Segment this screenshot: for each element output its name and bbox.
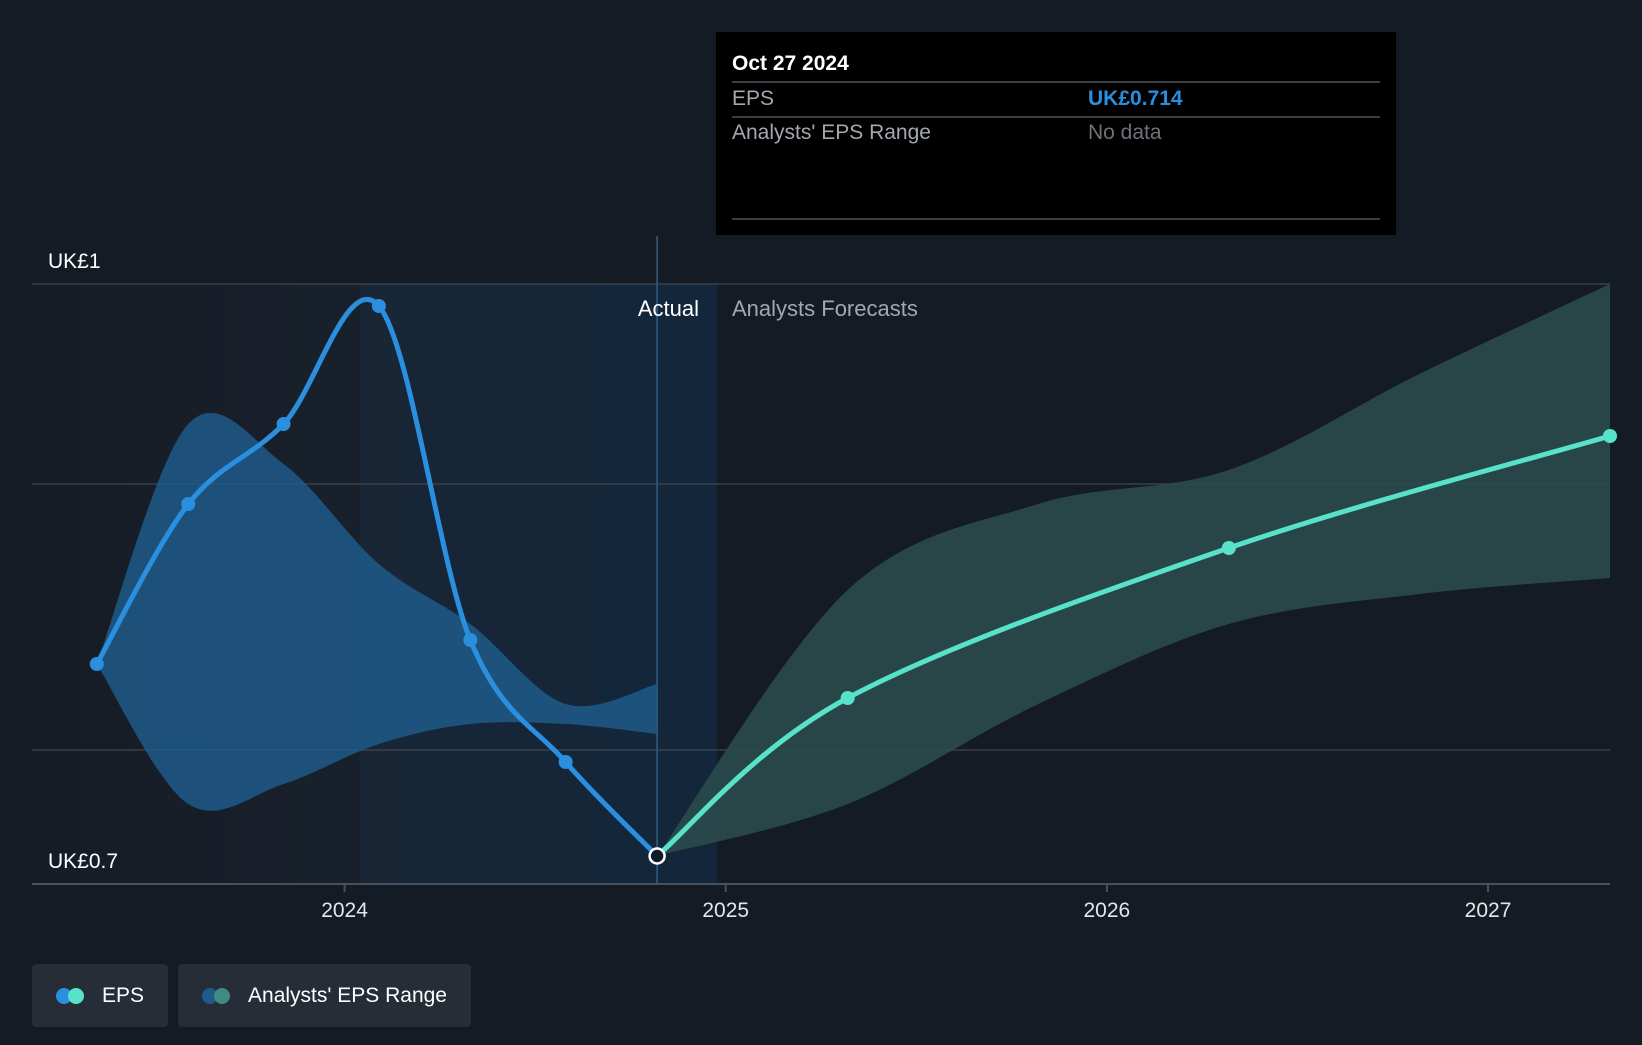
actual-region-highlight [360, 284, 717, 884]
x-tick-label-2025: 2025 [702, 899, 749, 922]
tooltip-eps-label: EPS [732, 87, 774, 110]
eps-point-actual-3 [371, 299, 386, 313]
legend-eps-range-label: Analysts' EPS Range [248, 983, 447, 1007]
tooltip-range-value: No data [1088, 121, 1162, 144]
eps-point-actual-6 [648, 847, 666, 865]
label-layer: UK£1 UK£0.7 Actual Analysts Forecasts [48, 250, 918, 873]
x-tick-label-2027: 2027 [1465, 899, 1512, 922]
eps-legend-swatch [56, 987, 86, 1004]
eps-range-legend-swatch [202, 987, 232, 1004]
tooltip-background [716, 32, 1396, 235]
eps-point-forecast-1 [840, 691, 855, 705]
chart-legend: EPS Analysts' EPS Range [32, 964, 471, 1027]
tooltip-range-label: Analysts' EPS Range [732, 121, 931, 144]
eps-point-forecast-2 [1221, 541, 1236, 555]
eps-point-actual-2 [276, 417, 291, 431]
legend-item-eps-range[interactable]: Analysts' EPS Range [178, 964, 471, 1027]
forecast-region-label: Analysts Forecasts [732, 296, 918, 321]
y-axis-bottom-label: UK£0.7 [48, 850, 118, 873]
eps-point-forecast-3 [1603, 429, 1617, 443]
tooltip-date: Oct 27 2024 [732, 52, 849, 75]
legend-item-eps[interactable]: EPS [32, 964, 169, 1027]
tooltip: Oct 27 2024 EPS UK£0.714 Analysts' EPS R… [716, 32, 1396, 235]
eps-point-actual-1 [181, 497, 196, 511]
y-axis-top-label: UK£1 [48, 250, 101, 273]
x-axis-ticks: 2024 2025 2026 2027 [321, 884, 1511, 922]
tooltip-eps-value: UK£0.714 [1088, 87, 1183, 110]
eps-point-actual-0 [89, 657, 104, 671]
eps-point-actual-4 [463, 633, 478, 647]
eps-point-actual-5 [558, 755, 573, 769]
x-tick-label-2026: 2026 [1084, 899, 1131, 922]
legend-eps-label: EPS [102, 983, 145, 1007]
actual-region-label: Actual [638, 296, 699, 321]
eps-point-layer [89, 299, 1617, 865]
eps-range-band-forecast [657, 284, 1610, 856]
x-tick-label-2024: 2024 [321, 899, 368, 922]
eps-line-forecast [654, 433, 1613, 859]
